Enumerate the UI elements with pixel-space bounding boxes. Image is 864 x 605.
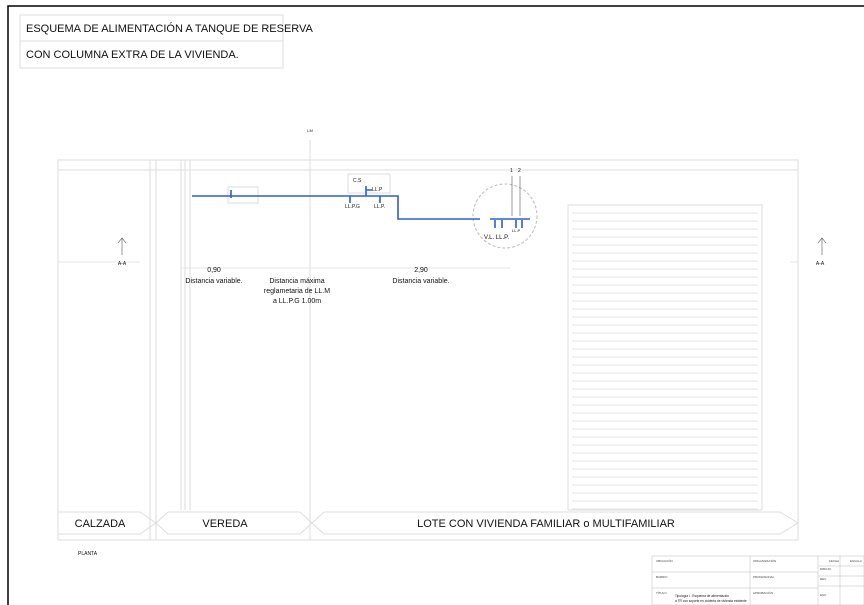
title-block-field: ESCALA — [850, 559, 862, 563]
fitting-label: LL.P.G — [345, 204, 360, 210]
title-block: UBICACIÓN ORGANIZACIÓN FECHA ESCALA DIBU… — [651, 555, 864, 605]
title-block-field: PROFESIONAL — [753, 575, 775, 579]
zone-label: LOTE CON VIVIENDA FAMILIAR o MULTIFAMILI… — [417, 518, 675, 530]
zone-label: VEREDA — [202, 518, 248, 530]
title-line: CON COLUMNA EXTRA DE LA VIVIENDA. — [26, 49, 239, 61]
supply-pipe — [192, 186, 530, 228]
sheet-border — [7, 5, 864, 605]
title-block-field: DIBUJO — [820, 567, 832, 571]
fitting-label: 1 — [510, 168, 513, 174]
line-label: LM — [307, 128, 313, 133]
title-block-title: a TR con soporte en cubierta de vivienda… — [675, 599, 747, 603]
fitting-label: LL.P — [372, 187, 383, 193]
title-block-field: ESC. — [820, 593, 827, 597]
title-block-field: REV. — [820, 577, 827, 581]
fitting-label: 2 — [518, 168, 521, 174]
plan-lines — [57, 140, 827, 541]
fitting-label: LL.P. — [374, 204, 385, 210]
dimension-value: 2,90 — [414, 267, 428, 274]
fitting-label: LL.P — [512, 228, 521, 233]
dimension-note: Distancia variable. — [185, 278, 242, 285]
fitting-label: V.L. LL.P. — [484, 235, 509, 241]
title-block-field: TÍTULO — [656, 591, 667, 595]
title-box: ESQUEMA DE ALIMENTACIÓN A TANQUE DE RESE… — [19, 14, 314, 69]
regulation-note: Distancia máxima — [269, 278, 324, 285]
regulation-note: reglametaria de LL.M — [264, 288, 330, 295]
regulation-note: a LL.P.G 1.00m — [273, 298, 321, 305]
section-mark: A-A — [118, 261, 127, 267]
view-name: PLANTA — [78, 551, 98, 557]
section-mark: A-A — [816, 261, 825, 267]
title-block-field: UBICACIÓN — [656, 558, 673, 563]
title-block-field: FECHA — [829, 559, 839, 563]
dimension-note: Distancia variable. — [392, 278, 449, 285]
title-block-field: ORGANIZACIÓN — [753, 558, 776, 563]
title-block-title: Tipología I : Esquema de alimentación — [675, 594, 729, 598]
title-line: ESQUEMA DE ALIMENTACIÓN A TANQUE DE RESE… — [26, 22, 314, 35]
fitting-label: C.S — [353, 178, 362, 184]
zone-band — [58, 511, 799, 535]
title-block-field: APROBACIÓN — [753, 590, 773, 595]
dimension-value: 0,90 — [207, 267, 221, 274]
building-hatch — [572, 212, 758, 510]
title-block-field: BARRIO — [656, 575, 668, 579]
zone-label: CALZADA — [75, 518, 126, 530]
